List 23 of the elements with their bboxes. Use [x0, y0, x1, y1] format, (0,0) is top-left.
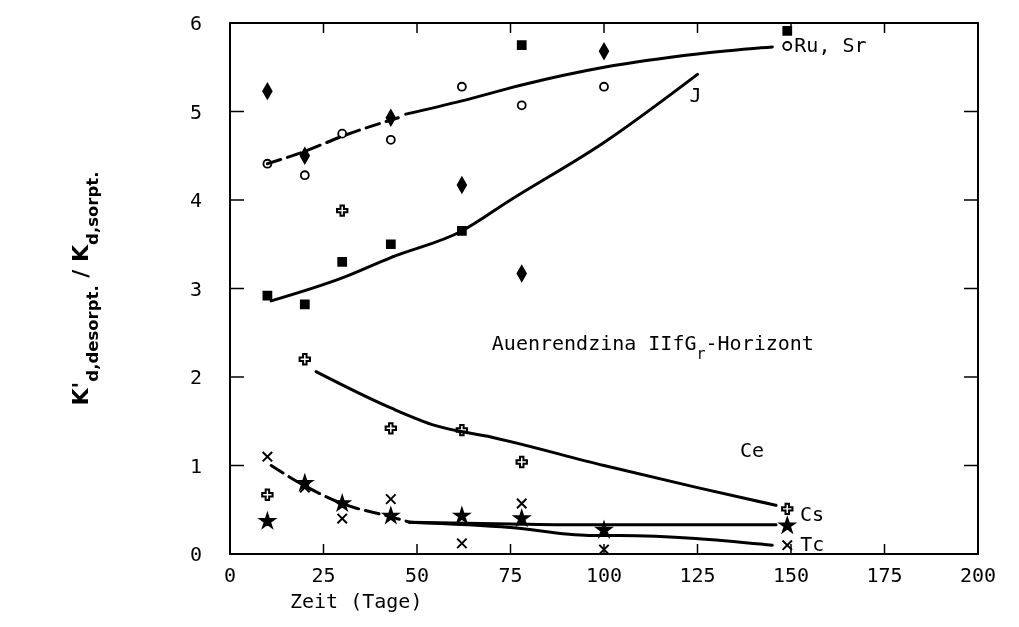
x-tick-label: 175 [866, 563, 903, 587]
x-tick-label: 75 [498, 563, 523, 587]
x-tick-label: 200 [959, 563, 997, 587]
y-tick-label: 5 [189, 99, 202, 124]
y-tick-label: 3 [189, 276, 202, 301]
series-label: J [689, 83, 702, 108]
x-tick-label: 150 [772, 563, 810, 587]
series-label: Cs [800, 501, 825, 526]
series-label: Ce [740, 438, 765, 463]
annotation: Auenrendzina IIfG$_{r}$-Horizont [491, 331, 814, 364]
y-tick-label: 0 [189, 542, 202, 566]
y-tick-label: 6 [189, 11, 202, 35]
y-tick-label: 1 [189, 453, 202, 478]
x-tick-label: 50 [404, 563, 430, 587]
y-tick-label: 4 [189, 188, 202, 212]
x-tick-label: 0 [223, 563, 237, 587]
y-tick-label: 2 [189, 365, 202, 389]
x-axis-title: Zeit (Tage) [290, 589, 423, 613]
x-tick-label: 125 [679, 563, 716, 587]
x-tick-label: 100 [585, 563, 623, 587]
legend-label: Ru, Sr [794, 32, 867, 57]
x-tick-label: 25 [311, 563, 336, 587]
series-label: Tc [800, 532, 825, 557]
